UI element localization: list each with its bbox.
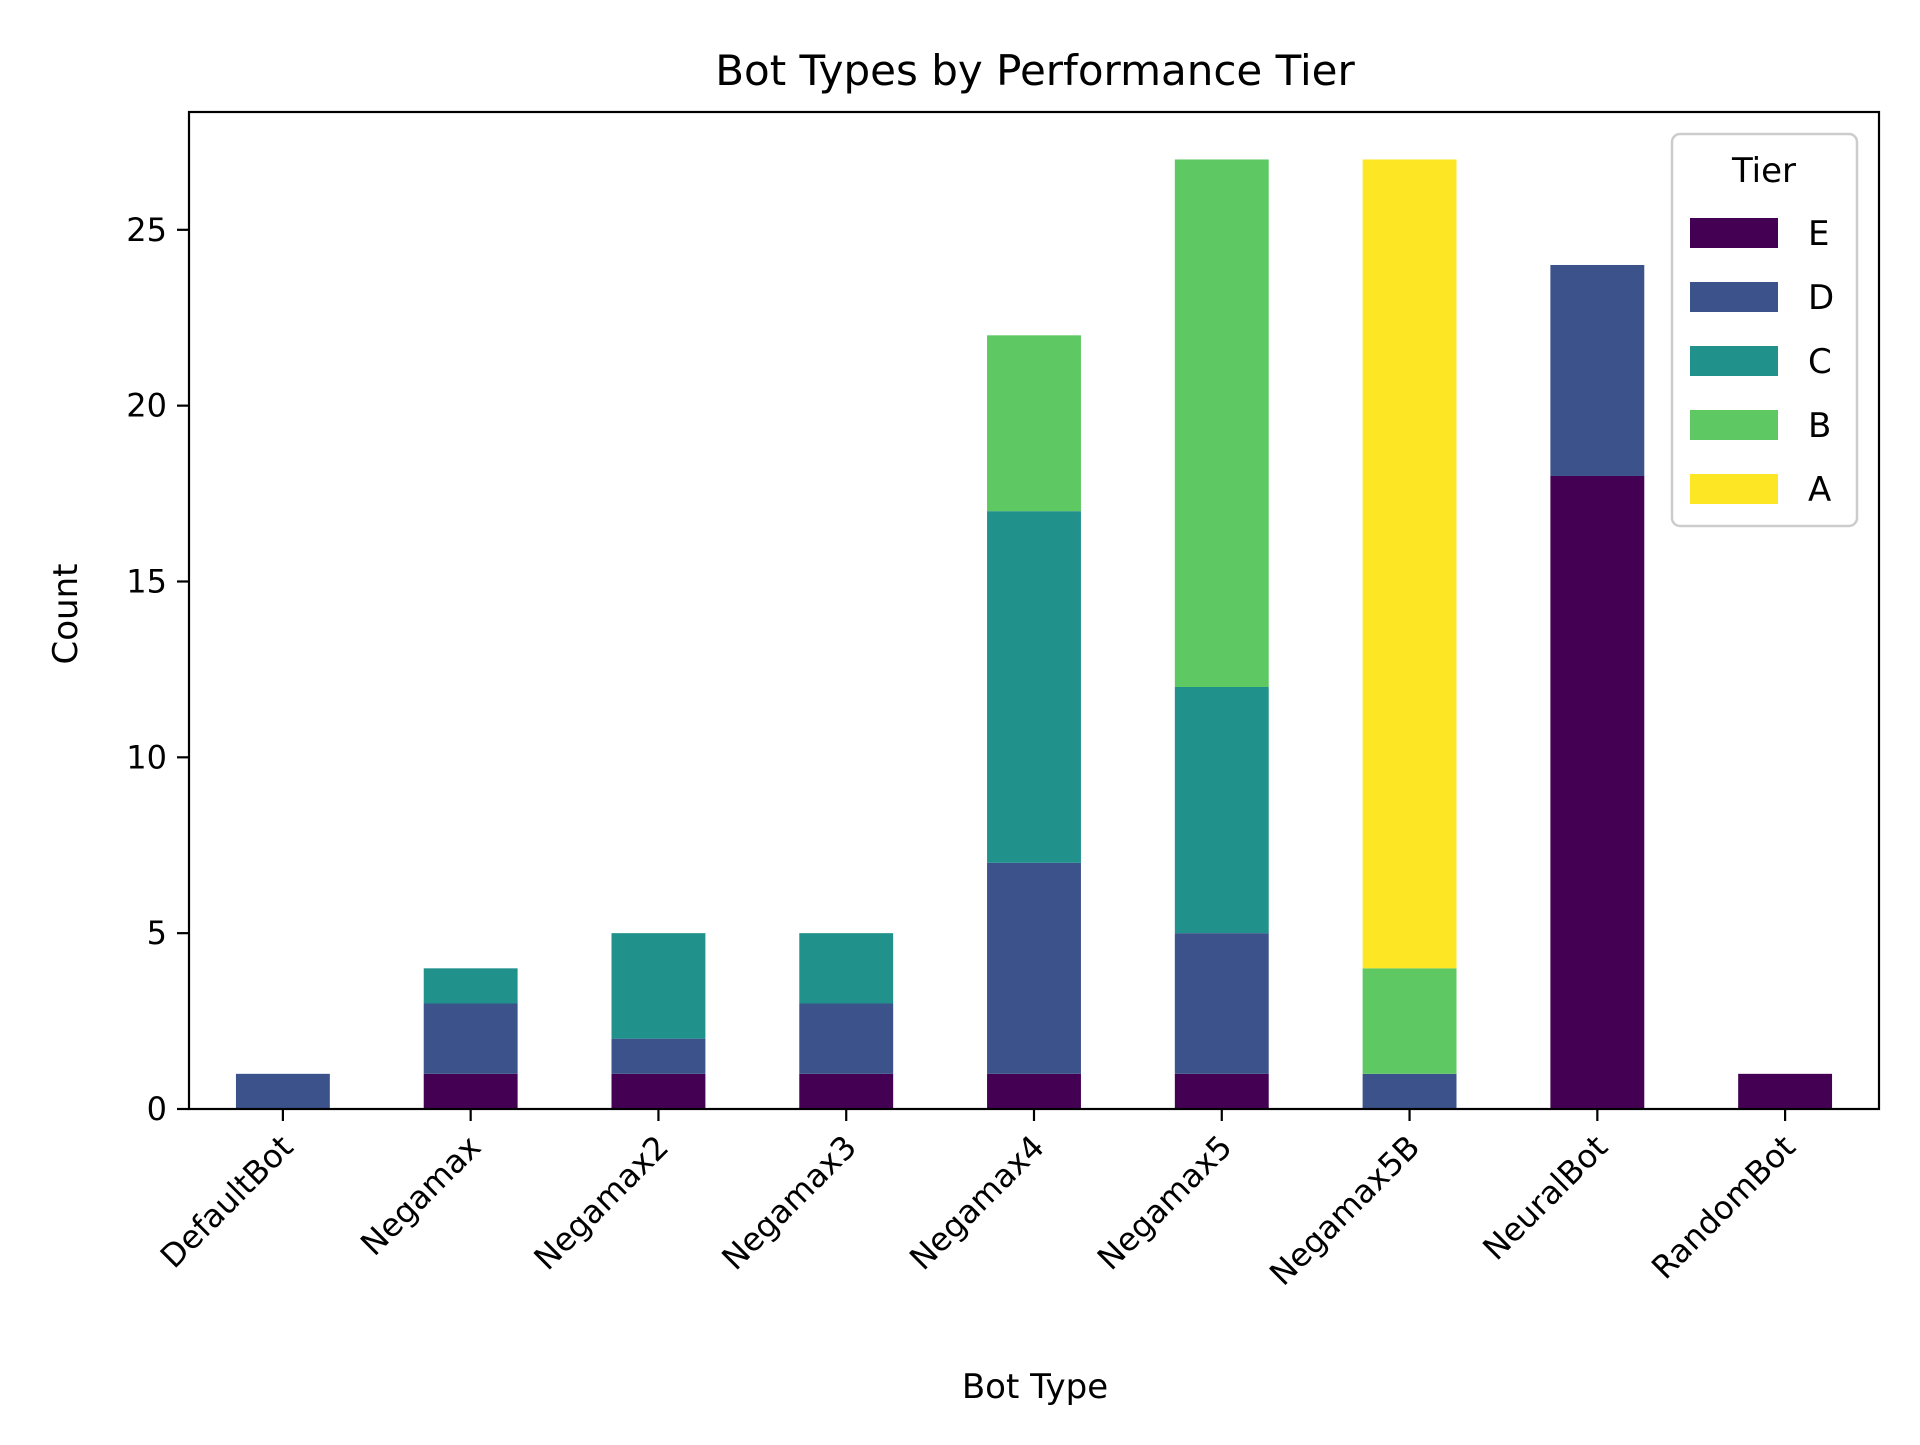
y-tick-label: 15 — [126, 562, 167, 600]
bars-layer — [235, 159, 1833, 1109]
legend-label-a: A — [1808, 470, 1831, 510]
legend-label-e: E — [1808, 214, 1829, 254]
bar-negamax3-tier-c — [799, 933, 894, 1004]
legend-title: Tier — [1731, 151, 1796, 191]
chart-title: Bot Types by Performance Tier — [715, 46, 1355, 95]
y-tick-label: 20 — [126, 387, 167, 425]
legend-label-b: B — [1808, 406, 1831, 446]
bar-negamax5-tier-c — [1174, 686, 1269, 934]
legend-label-c: C — [1808, 342, 1832, 382]
bar-negamax-tier-e — [423, 1073, 518, 1109]
bar-negamax2-tier-d — [611, 1038, 706, 1074]
legend-frame — [1670, 132, 1859, 528]
legend-swatch-d — [1690, 282, 1778, 312]
bar-negamax4-tier-d — [987, 862, 1081, 1074]
bar-randombot-tier-e — [1738, 1073, 1833, 1109]
y-tick-label: 5 — [147, 914, 167, 952]
bar-neuralbot-tier-d — [1550, 264, 1645, 476]
bar-negamax5-tier-e — [1174, 1073, 1269, 1109]
legend-swatch-e — [1690, 218, 1778, 248]
bar-negamax5b-tier-b — [1362, 968, 1457, 1074]
bar-negamax2-tier-c — [611, 933, 706, 1039]
bar-negamax2-tier-e — [611, 1073, 706, 1109]
legend-swatch-b — [1690, 410, 1778, 440]
y-tick-label: 25 — [126, 211, 167, 249]
bar-neuralbot-tier-e — [1550, 475, 1645, 1109]
y-axis-label: Count — [46, 564, 86, 665]
bar-negamax4-tier-b — [987, 335, 1081, 512]
bar-negamax-tier-d — [423, 1003, 518, 1074]
bar-negamax-tier-c — [423, 968, 518, 1004]
legend-swatch-c — [1690, 346, 1778, 376]
x-axis-label: Bot Type — [962, 1367, 1108, 1407]
bar-negamax5-tier-d — [1174, 933, 1269, 1074]
legend-label-d: D — [1808, 278, 1834, 318]
bar-negamax4-tier-c — [987, 511, 1081, 863]
bar-negamax5b-tier-d — [1362, 1073, 1457, 1109]
y-tick-label: 0 — [147, 1090, 167, 1128]
legend-swatch-a — [1690, 474, 1778, 504]
bar-negamax4-tier-e — [987, 1073, 1081, 1109]
bar-defaultbot-tier-d — [235, 1073, 330, 1109]
bar-negamax3-tier-e — [799, 1073, 894, 1109]
bar-negamax5-tier-b — [1174, 159, 1269, 687]
bar-negamax5b-tier-a — [1362, 159, 1457, 969]
bar-negamax3-tier-d — [799, 1003, 894, 1074]
y-tick-label: 10 — [126, 738, 167, 776]
